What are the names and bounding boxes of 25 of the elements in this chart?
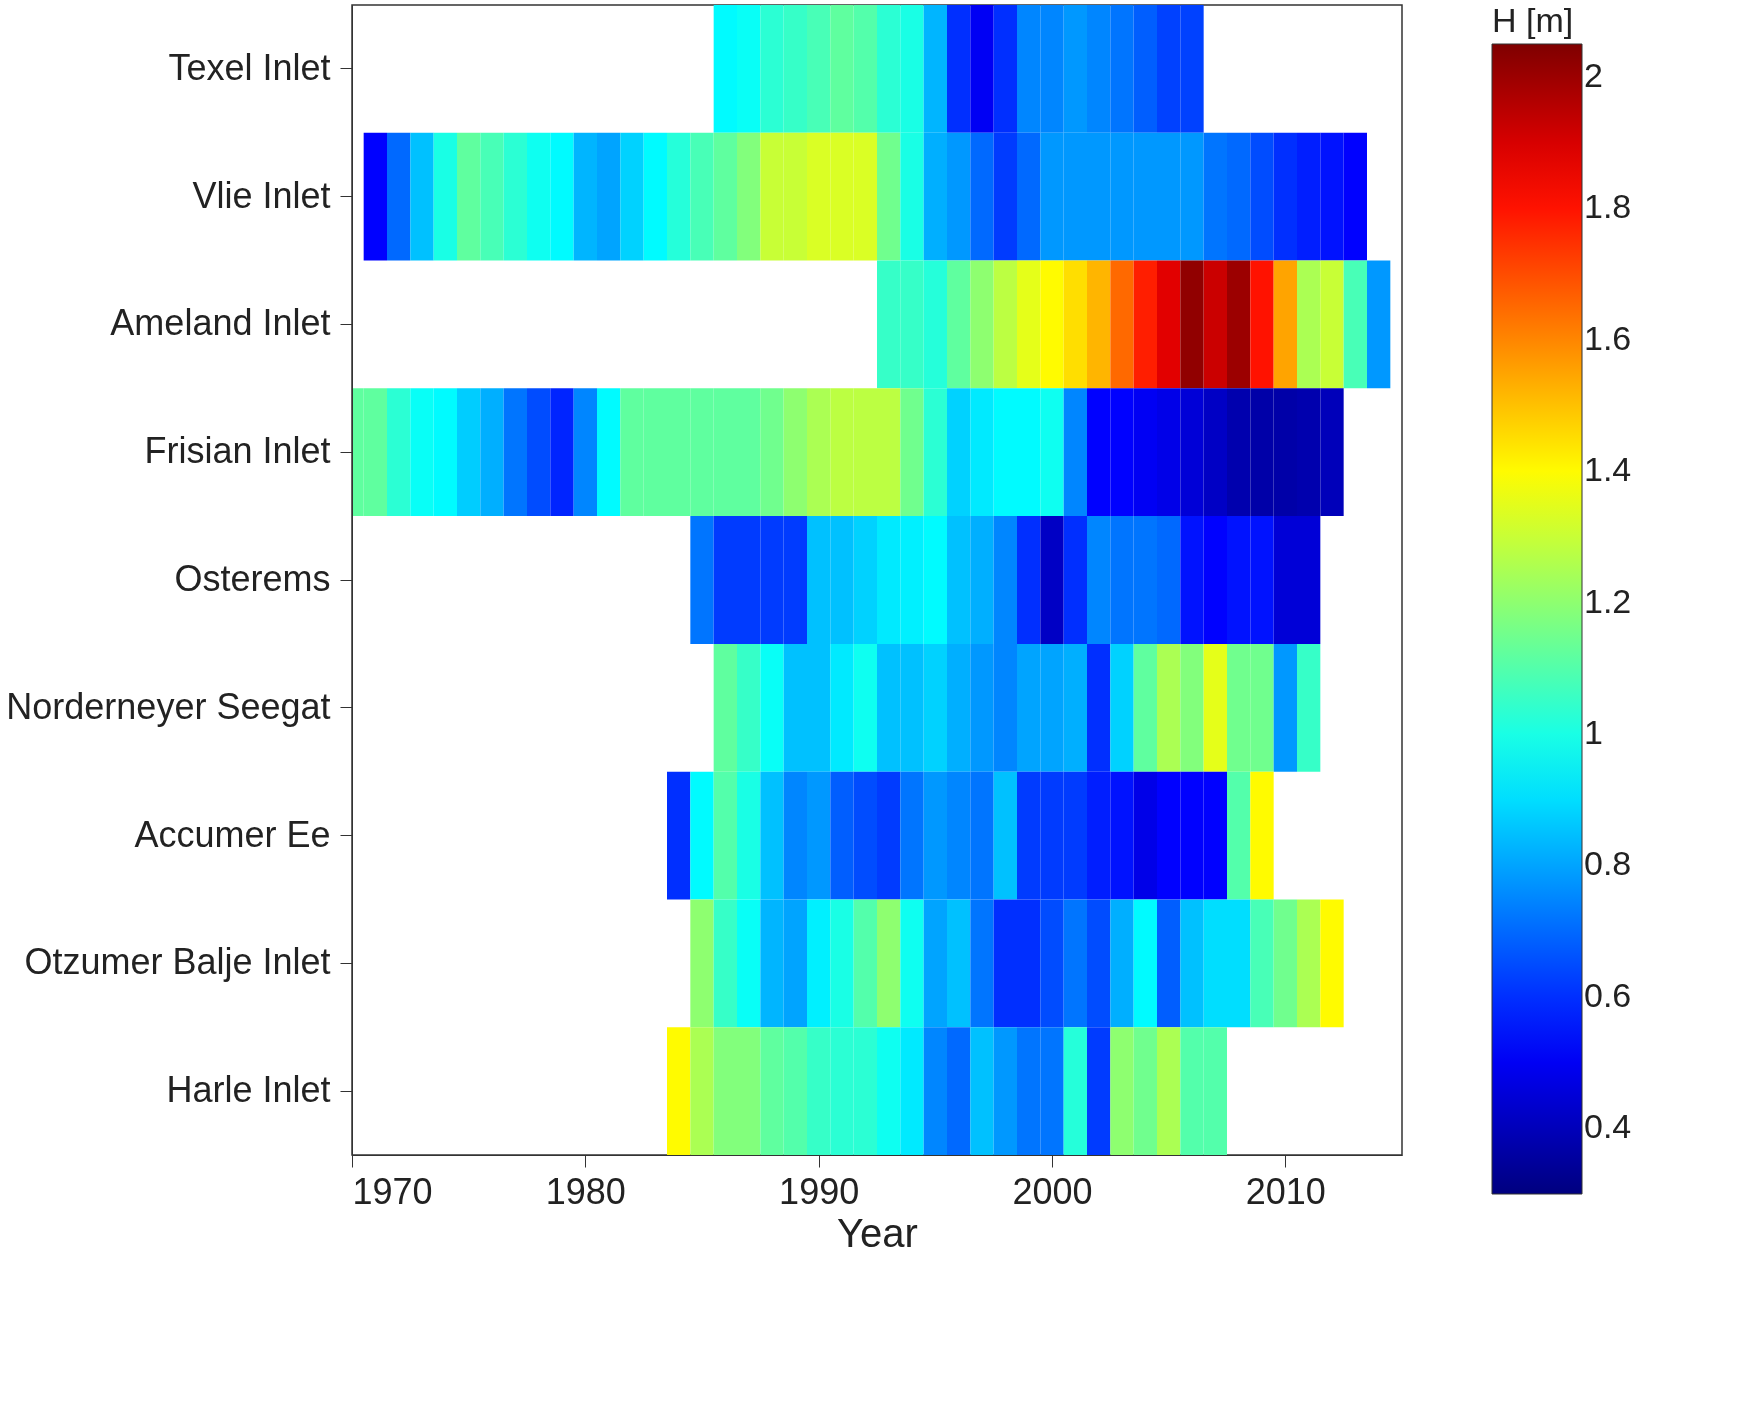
color-bar-label: 1.4 bbox=[1584, 450, 1632, 489]
y-tick-label: Frisian Inlet bbox=[144, 430, 331, 472]
color-bar-label: 0.6 bbox=[1584, 975, 1632, 1014]
y-tick-label: Accumer Ee bbox=[134, 813, 331, 855]
color-bar-title: H [m] bbox=[1492, 1, 1574, 39]
color-bar-label: 2 bbox=[1584, 55, 1603, 94]
color-bar-label: 0.8 bbox=[1584, 844, 1632, 883]
x-axis-title: Year bbox=[837, 1210, 918, 1255]
y-tick-label: Texel Inlet bbox=[168, 46, 331, 88]
x-tick-label: 1980 bbox=[545, 1170, 626, 1212]
y-tick-label: Osterems bbox=[174, 558, 331, 599]
y-tick-label: Otzumer Balje Inlet bbox=[24, 941, 331, 983]
y-tick-label: Vlie Inlet bbox=[192, 174, 331, 216]
x-tick-label: 1990 bbox=[779, 1170, 860, 1212]
x-tick-label: 2000 bbox=[1012, 1170, 1093, 1212]
color-bar-label: 1.6 bbox=[1584, 318, 1632, 357]
y-tick-label: Norderneyer Seegat bbox=[6, 685, 331, 727]
color-bar-label: 1 bbox=[1584, 713, 1603, 751]
color-bar-label: 1.2 bbox=[1584, 581, 1632, 620]
x-tick-label: 2010 bbox=[1245, 1170, 1326, 1212]
color-bar-label: 0.4 bbox=[1584, 1107, 1632, 1146]
color-bar-label: 1.8 bbox=[1584, 187, 1632, 226]
y-tick-label: Harle Inlet bbox=[166, 1069, 331, 1111]
x-tick-label: 1970 bbox=[352, 1170, 433, 1212]
y-tick-label: Ameland Inlet bbox=[110, 302, 331, 344]
